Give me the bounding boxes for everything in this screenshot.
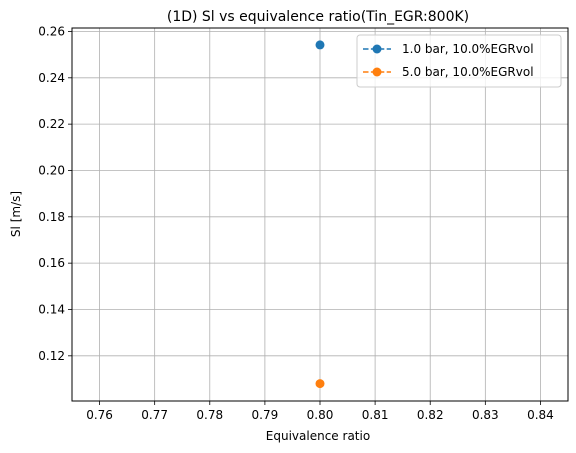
y-tick-label: 0.22 xyxy=(38,117,65,131)
legend-label: 5.0 bar, 10.0%EGRvol xyxy=(402,65,534,79)
y-tick-label: 0.26 xyxy=(38,24,65,38)
x-tick-label: 0.76 xyxy=(86,408,113,422)
x-tick-label: 0.78 xyxy=(196,408,223,422)
grid xyxy=(72,28,568,401)
x-tick-label: 0.83 xyxy=(472,408,499,422)
legend-label: 1.0 bar, 10.0%EGRvol xyxy=(402,42,534,56)
x-tick-label: 0.81 xyxy=(362,408,389,422)
legend: 1.0 bar, 10.0%EGRvol 5.0 bar, 10.0%EGRvol xyxy=(356,34,562,88)
y-tick-label: 0.16 xyxy=(38,256,65,270)
x-tick-label: 0.77 xyxy=(141,408,168,422)
x-axis-label: Equivalence ratio xyxy=(266,429,370,443)
y-axis-ticks: 0.12 0.14 0.16 0.18 0.20 0.22 0.24 0.26 xyxy=(38,24,72,363)
y-tick-label: 0.12 xyxy=(38,349,65,363)
x-tick-label: 0.84 xyxy=(527,408,554,422)
legend-box xyxy=(356,34,562,88)
x-axis-ticks: 0.76 0.77 0.78 0.79 0.80 0.81 0.82 0.83 0.84 xyxy=(86,401,554,422)
x-tick-label: 0.80 xyxy=(307,408,334,422)
x-tick-label: 0.82 xyxy=(417,408,444,422)
legend-marker xyxy=(372,44,382,54)
chart-title: (1D) Sl vs equivalence ratio(Tin_EGR:800… xyxy=(167,9,469,25)
x-tick-label: 0.79 xyxy=(252,408,279,422)
data-points xyxy=(315,40,325,389)
legend-marker xyxy=(372,67,382,77)
y-axis-label: Sl [m/s] xyxy=(9,191,23,237)
data-point xyxy=(315,40,325,50)
data-point xyxy=(315,379,325,389)
y-tick-label: 0.14 xyxy=(38,302,65,316)
y-tick-label: 0.24 xyxy=(38,71,65,85)
y-tick-label: 0.20 xyxy=(38,163,65,177)
y-tick-label: 0.18 xyxy=(38,210,65,224)
